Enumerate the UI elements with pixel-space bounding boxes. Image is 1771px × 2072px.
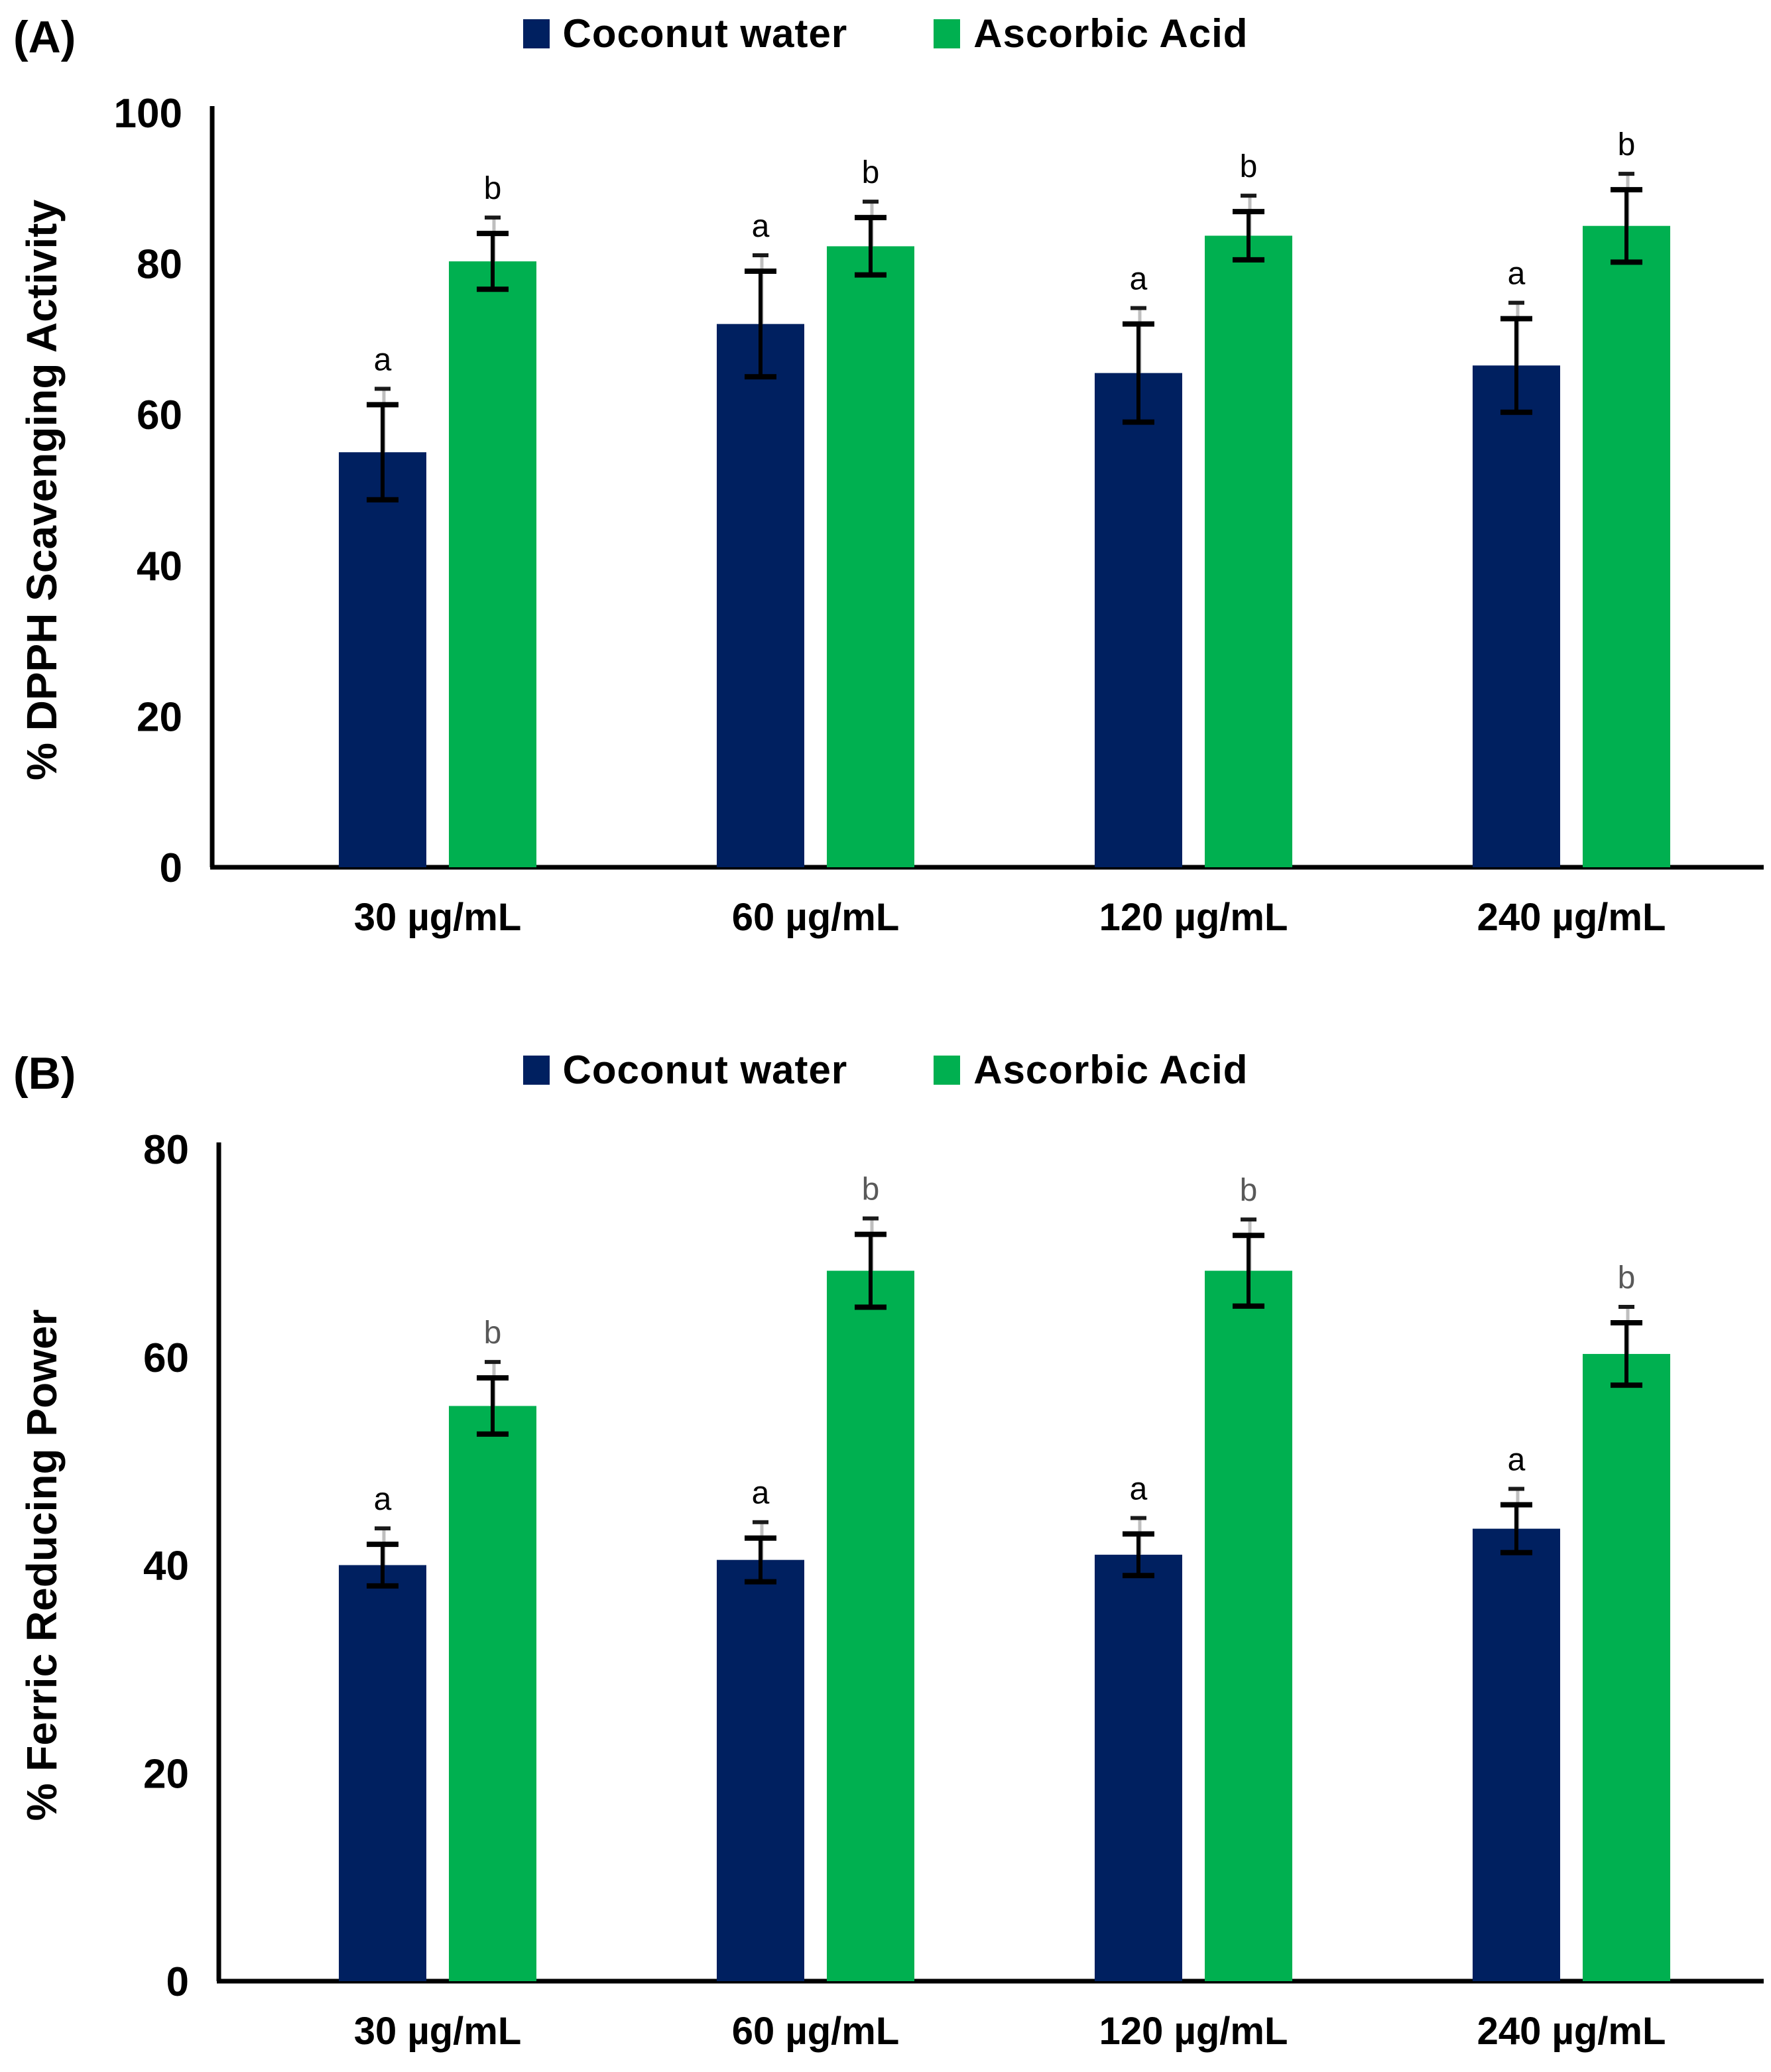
sig-letter: b [484,1315,502,1351]
category-label: 30 µg/mL [354,896,522,939]
bar-ascorbic-acid [449,1406,536,1981]
legend-item-coconut-water: Coconut water [522,11,848,56]
bar-coconut-water [1473,1528,1560,1981]
y-tick-label: 80 [143,1127,189,1173]
sig-letter: b [1618,1260,1636,1296]
legend-label: Coconut water [562,11,848,56]
sig-letter: a [1130,262,1148,297]
category-label: 60 µg/mL [732,2010,900,2053]
category-label: 240 µg/mL [1477,896,1666,939]
bar-ascorbic-acid [449,261,536,867]
panel-b-label: (B) [13,1048,76,1099]
y-tick-label: 0 [166,1959,189,2005]
sig-letter: b [484,171,502,206]
y-tick-label: 20 [143,1751,189,1797]
bar-coconut-water [717,1559,804,1981]
y-tick-label: 60 [143,1335,189,1381]
legend-item-ascorbic-acid: Ascorbic Acid [934,1047,1248,1093]
sig-letter: a [1508,1443,1526,1478]
legend-label: Ascorbic Acid [973,1048,1249,1092]
y-tick-label: 40 [143,1544,189,1589]
panel-b: (B) Coconut water Ascorbic Acid 0 20 40 60 80… [0,1036,1771,2072]
y-axis-title: % DPPH Scavenging Activity [18,200,66,781]
legend-swatch-icon [522,1055,550,1085]
sig-letter: a [1130,1471,1148,1506]
bar-ascorbic-acid [1583,1354,1670,1981]
bar-ascorbic-acid [827,246,914,867]
legend-swatch-icon [934,1055,961,1085]
category-label: 60 µg/mL [732,896,900,939]
bar-ascorbic-acid [1583,225,1670,867]
legend-item-coconut-water: Coconut water [522,1047,848,1093]
legend-b: Coconut water Ascorbic Acid [0,1047,1771,1093]
bar-coconut-water [1095,1554,1182,1981]
bar-coconut-water [339,452,426,867]
sig-letter: a [752,209,770,244]
sig-letter: a [1508,257,1526,292]
sig-letter: a [374,1482,392,1517]
sig-letter: b [1240,149,1258,184]
sig-letter: a [374,342,392,377]
category-label: 120 µg/mL [1099,896,1288,939]
y-tick-label: 60 [137,393,182,438]
legend-label: Coconut water [562,1048,848,1092]
bar-ascorbic-acid [827,1270,914,1981]
category-label: 30 µg/mL [354,2010,522,2053]
bar-coconut-water [1095,373,1182,867]
sig-letter: b [862,155,880,190]
legend-swatch-icon [934,19,961,48]
bar-ascorbic-acid [1205,1270,1292,1981]
sig-letter: a [752,1476,770,1511]
panel-a: (A) Coconut water Ascorbic Acid 0 20 40 60 80… [0,11,1771,939]
category-label: 240 µg/mL [1477,2010,1666,2053]
y-tick-label: 40 [137,544,182,589]
bar-ascorbic-acid [1205,235,1292,867]
y-tick-label: 100 [114,91,182,137]
sig-letter: b [1240,1173,1258,1208]
chart-a-canvas: 0 20 40 60 80 100 % DPPH Scavenging Activity 30… [18,91,1764,939]
category-label: 120 µg/mL [1099,2010,1288,2053]
chart-b-canvas: 0 20 40 60 80 % Ferric Reducing Power 30 µg/mL… [18,1127,1764,2053]
y-tick-label: 20 [137,694,182,740]
sig-letter: b [1618,127,1636,162]
legend-item-ascorbic-acid: Ascorbic Acid [934,11,1248,56]
y-axis-title: % Ferric Reducing Power [18,1310,66,1821]
legend-label: Ascorbic Acid [973,11,1249,56]
panel-a-label: (A) [13,12,76,62]
legend-a: Coconut water Ascorbic Acid [0,11,1771,56]
y-tick-label: 80 [137,242,182,288]
bar-coconut-water [1473,365,1560,867]
y-tick-label: 0 [160,845,182,891]
legend-swatch-icon [522,19,550,48]
bar-coconut-water [339,1565,426,1981]
bar-coconut-water [717,324,804,867]
sig-letter: b [862,1172,880,1207]
